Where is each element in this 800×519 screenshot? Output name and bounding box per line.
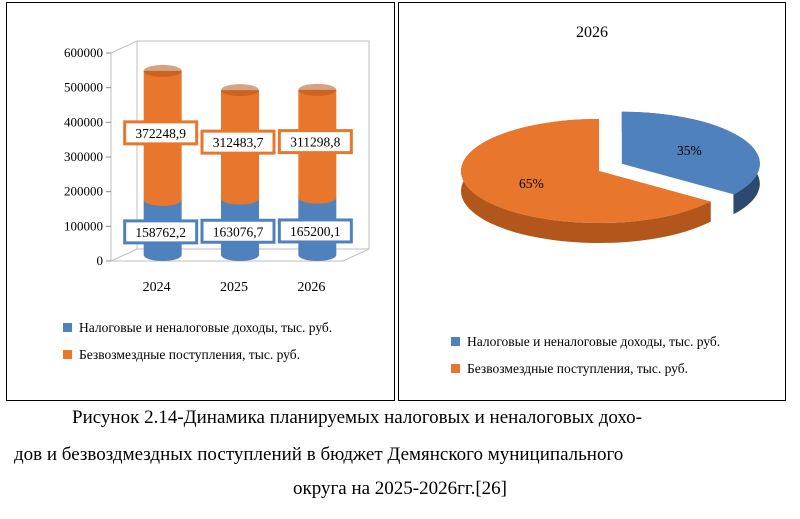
legend-item-tax-income: Налоговые и неналоговые доходы, тыс. руб…: [451, 333, 771, 350]
pie-slice-top: [461, 119, 711, 224]
legend-label: Налоговые и неналоговые доходы, тыс. руб…: [467, 334, 721, 349]
data-label-box: [123, 120, 199, 146]
pie-slice-grants: 65%: [460, 119, 711, 244]
bar-top: [143, 64, 182, 77]
legend-item-grants: Безвозмездные поступления, тыс. руб.: [451, 360, 771, 377]
x-tick-label: 2025: [220, 280, 248, 295]
legend-label: Налоговые и неналоговые доходы, тыс. руб…: [79, 320, 333, 335]
y-tick-label: 400000: [64, 114, 103, 129]
y-tick-label: 300000: [64, 149, 103, 164]
data-label: 312483,7: [200, 129, 276, 155]
x-tick-label: 2026: [297, 280, 325, 295]
y-tick-label: 500000: [64, 80, 103, 95]
data-label-text: 312483,7: [213, 135, 264, 150]
pie-chart-legend: Налоговые и неналоговые доходы, тыс. руб…: [451, 333, 771, 387]
legend-swatch-orange: [63, 350, 72, 359]
legend-swatch-orange: [451, 364, 460, 373]
pie-slice-side: [460, 119, 711, 244]
data-label: 372248,9: [123, 120, 199, 146]
data-label-box: [277, 129, 353, 155]
legend-swatch-blue: [63, 323, 72, 332]
pie-slice-top: [621, 111, 760, 195]
legend-swatch-blue: [451, 337, 460, 346]
pie-slice-tax-income: 35%: [621, 111, 760, 215]
pie-slice-label: 35%: [677, 143, 702, 158]
legend-item-tax-income: Налоговые и неналоговые доходы, тыс. руб…: [63, 319, 383, 336]
data-label-box: [200, 129, 276, 155]
figure-caption-line-1: Рисунок 2.14-Динамика планируемых налого…: [72, 407, 643, 428]
data-label-text: 158762,2: [135, 225, 186, 240]
y-tick-label: 0: [97, 253, 104, 268]
data-label: 158762,2: [123, 219, 199, 245]
pie-slice-label: 65%: [519, 176, 544, 191]
data-label: 163076,7: [200, 218, 276, 244]
data-label-text: 372248,9: [135, 126, 186, 141]
data-label-text: 165200,1: [290, 224, 341, 239]
data-label-text: 311298,8: [290, 135, 340, 150]
data-label-box: [277, 218, 353, 244]
data-label-text: 163076,7: [213, 224, 264, 239]
bar-top: [298, 83, 337, 96]
y-tick-label: 100000: [64, 218, 103, 233]
legend-label: Безвозмездные поступления, тыс. руб.: [467, 361, 688, 376]
bar-top: [221, 84, 259, 97]
data-label-box: [200, 218, 276, 244]
figure-caption-line-3: округа на 2025-2026гг.[26]: [293, 478, 507, 499]
legend-item-grants: Безвозмездные поступления, тыс. руб.: [63, 346, 383, 363]
x-tick-label: 2024: [143, 280, 171, 295]
pie-title: 2026: [576, 24, 608, 41]
pie-chart-panel: 2026 35% 65% Налоговые и неналоговые доход…: [398, 2, 786, 401]
data-label-box: [123, 219, 199, 245]
pie-chart: 2026 35% 65%: [460, 24, 760, 244]
y-tick-label: 200000: [64, 184, 103, 199]
figure-caption-line-2: дов и безвоздмездных поступлений в бюдже…: [14, 444, 624, 465]
bar-chart: 0 100000 200000 300000 400000 500000 600000 202…: [64, 40, 370, 295]
legend-label: Безвозмездные поступления, тыс. руб.: [79, 347, 300, 362]
data-label: 311298,8: [277, 129, 353, 155]
data-label: 165200,1: [277, 218, 353, 244]
bar-chart-legend: Налоговые и неналоговые доходы, тыс. руб…: [63, 319, 383, 373]
bar-chart-panel: 0 100000 200000 300000 400000 500000 600000 202…: [6, 2, 395, 401]
y-tick-label: 600000: [64, 45, 103, 60]
